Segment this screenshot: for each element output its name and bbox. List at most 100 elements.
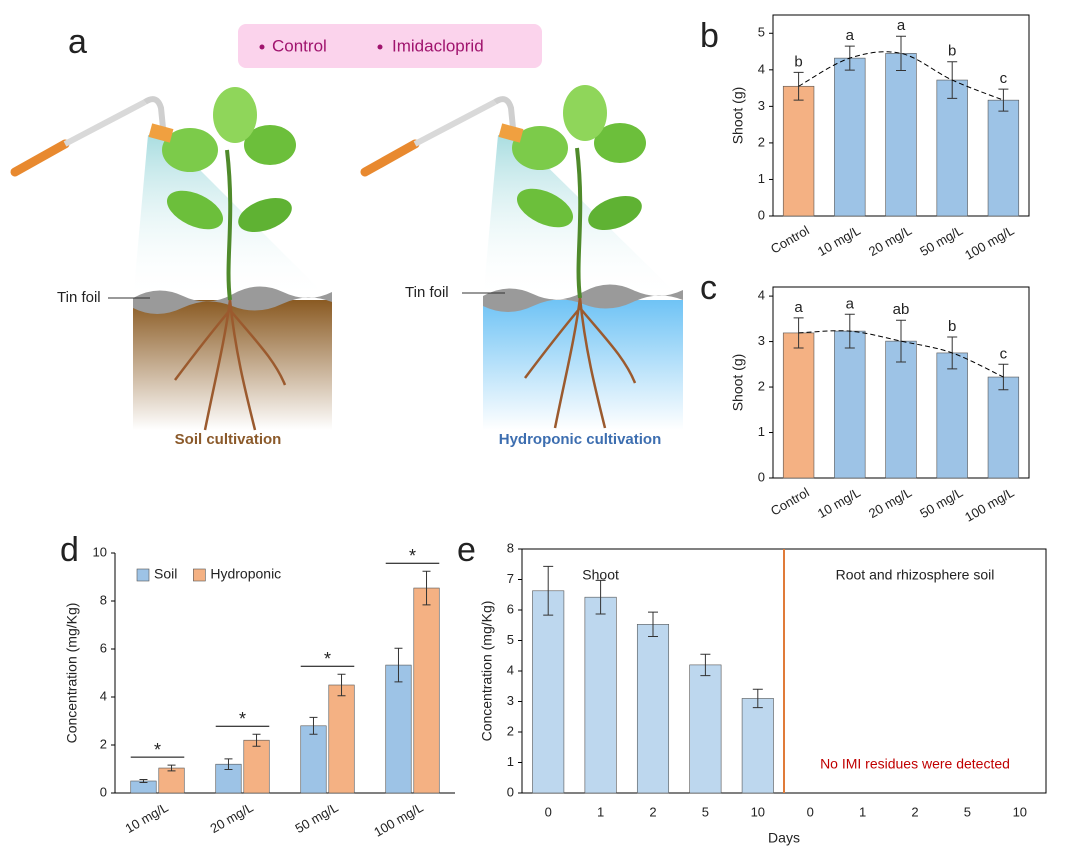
significance-mark: * [154,740,161,760]
y-tick-label: 4 [758,61,765,76]
x-tick-label: 2 [649,804,656,819]
x-tick-label: 0 [545,804,552,819]
x-tick-label: 5 [964,804,971,819]
panel-letter: d [60,531,79,569]
spray [483,135,683,300]
significance-letter: a [897,17,906,34]
bar [936,352,968,479]
y-tick-label: 3 [507,693,514,708]
chart: d 0 2 4 6 8 10 Concentration (mg/Kg) 10 mg/L 20 m… [60,531,455,840]
error-bar [700,653,711,677]
y-tick-label: 0 [758,207,765,222]
x-tick-label: 1 [859,804,866,819]
y-axis-label: Concentration (mg/Kg) [64,603,80,744]
y-tick-label: 1 [507,754,514,769]
caption: Soil cultivation [175,431,282,448]
y-axis-label: Shoot (g) [730,354,746,412]
bar [741,698,774,794]
bar [936,79,968,217]
trend-line [798,51,1004,101]
bar [300,725,327,794]
error-bar [595,579,606,615]
tin-foil [133,286,332,314]
bar [987,99,1020,217]
x-tick-label: 50 mg/L [917,485,965,521]
x-tick-label: 10 mg/L [815,223,863,259]
y-tick-label: 2 [507,723,514,738]
error-bar [309,716,318,735]
bar [636,624,670,794]
x-axis-label: Days [768,830,800,846]
error-bar [394,647,403,683]
bar [584,596,617,794]
x-tick-label: 100 mg/L [962,223,1016,263]
legend-swatch [136,568,150,582]
x-tick-label: 2 [911,804,918,819]
chart: c 0 1 2 3 4 Shoot (g) Control 10 mg/L 20 mg/L 50 m… [700,269,1030,525]
bar [885,53,917,217]
foil-label: Tin foil [405,284,449,301]
y-tick-label: 5 [758,25,765,40]
y-tick-label: 4 [100,688,107,703]
significance-mark: * [324,649,331,669]
y-tick-label: 8 [507,540,514,555]
significance-letter: a [846,295,855,312]
error-bar [793,71,804,101]
panel-a: a Control Imidacloprid Tin foil Soil cul… [15,23,683,448]
legend-swatch [193,568,206,582]
y-tick-label: 0 [100,784,107,799]
x-tick-label: 1 [597,804,604,819]
significance-letter: a [846,27,855,44]
x-tick-label: 5 [702,804,709,819]
error-bar [167,764,176,772]
x-tick-label: 50 mg/L [293,800,341,836]
x-tick-label: 0 [807,804,814,819]
y-tick-label: 4 [507,662,514,677]
bar [532,590,565,794]
y-axis-label: Concentration (mg/Kg) [479,601,495,742]
bar [885,340,917,479]
bar [158,767,185,794]
y-tick-label: 2 [758,134,765,149]
error-bar [793,317,804,349]
legend-entry: Control [272,36,327,55]
y-tick-label: 7 [507,571,514,586]
chart: e 0 1 2 3 4 5 6 7 8 Concentration (mg/Kg) Days 0 1 2 5 1… [457,531,1047,846]
bar [782,85,815,217]
y-tick-label: 6 [100,640,107,655]
x-tick-label: 20 mg/L [866,485,914,521]
y-tick-label: 1 [758,424,765,439]
bar [782,332,815,479]
y-tick-label: 4 [758,288,765,303]
y-tick-label: 0 [758,469,765,484]
bar [987,376,1020,479]
section-label: Shoot [582,567,619,583]
error-bar [998,363,1009,391]
error-bar [139,779,148,783]
x-tick-label: 20 mg/L [208,800,256,836]
legend-bullet [259,44,265,50]
significance-letter: a [794,299,803,316]
error-bar [752,688,763,709]
significance-letter: b [794,53,802,70]
x-tick-label: 20 mg/L [866,223,914,259]
note: No IMI residues were detected [820,756,1010,772]
x-tick-label: 10 mg/L [123,800,171,836]
legend-label: Hydroponic [210,566,281,582]
foil-label: Tin foil [57,289,101,306]
trend-line [798,330,1004,378]
y-tick-label: 2 [758,378,765,393]
bar [834,330,866,479]
error-bar [422,570,431,606]
x-tick-label: 10 [1013,804,1027,819]
bar [834,57,866,217]
tin-foil [483,284,683,312]
y-tick-label: 3 [758,333,765,348]
y-tick-label: 1 [758,171,765,186]
error-bar [543,565,554,616]
significance-letter: b [948,318,956,335]
panel-letter: a [68,23,87,61]
x-tick-label: 10 [751,804,765,819]
x-tick-label: 100 mg/L [962,485,1016,525]
